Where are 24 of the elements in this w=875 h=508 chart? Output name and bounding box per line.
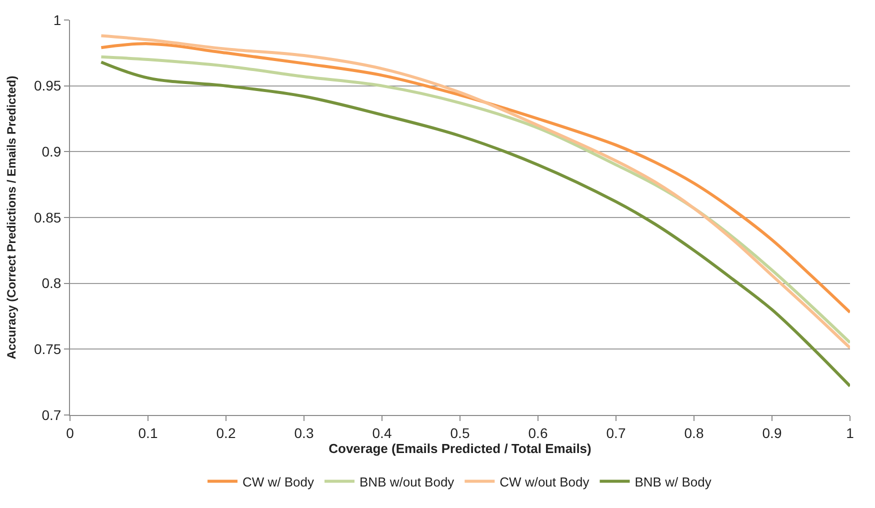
- x-tick-label: 0.2: [216, 424, 236, 441]
- y-tick-label: 0.7: [42, 406, 62, 423]
- x-tick-label: 0.7: [606, 424, 626, 441]
- x-tick-label: 0: [66, 424, 74, 441]
- x-axis-title: Coverage (Emails Predicted / Total Emails): [328, 440, 592, 456]
- y-tick-label: 0.85: [34, 209, 62, 226]
- x-tick-label: 0.1: [138, 424, 158, 441]
- x-tick-label: 0.3: [294, 424, 314, 441]
- y-tick-label: 0.75: [34, 341, 62, 358]
- y-tick-label: 0.9: [42, 144, 62, 160]
- x-tick-label: 0.4: [372, 424, 392, 441]
- y-axis-title: Accuracy (Correct Predictions / Emails Predicted): [4, 76, 18, 360]
- legend-label: BNB w/ Body: [634, 474, 712, 490]
- y-tick-label: 0.8: [42, 275, 62, 292]
- y-tick-label: 0.95: [34, 78, 62, 94]
- legend-label: CW w/out Body: [500, 474, 590, 490]
- y-tick-label: 1: [53, 12, 62, 28]
- x-tick-label: 0.9: [762, 424, 782, 441]
- legend-label: CW w/ Body: [242, 474, 315, 490]
- x-tick-label: 0.6: [528, 424, 548, 441]
- x-tick-label: 0.5: [450, 424, 470, 441]
- legend-label: BNB w/out Body: [360, 474, 455, 490]
- x-tick-label: 0.8: [684, 424, 704, 441]
- x-tick-label: 1: [846, 424, 854, 441]
